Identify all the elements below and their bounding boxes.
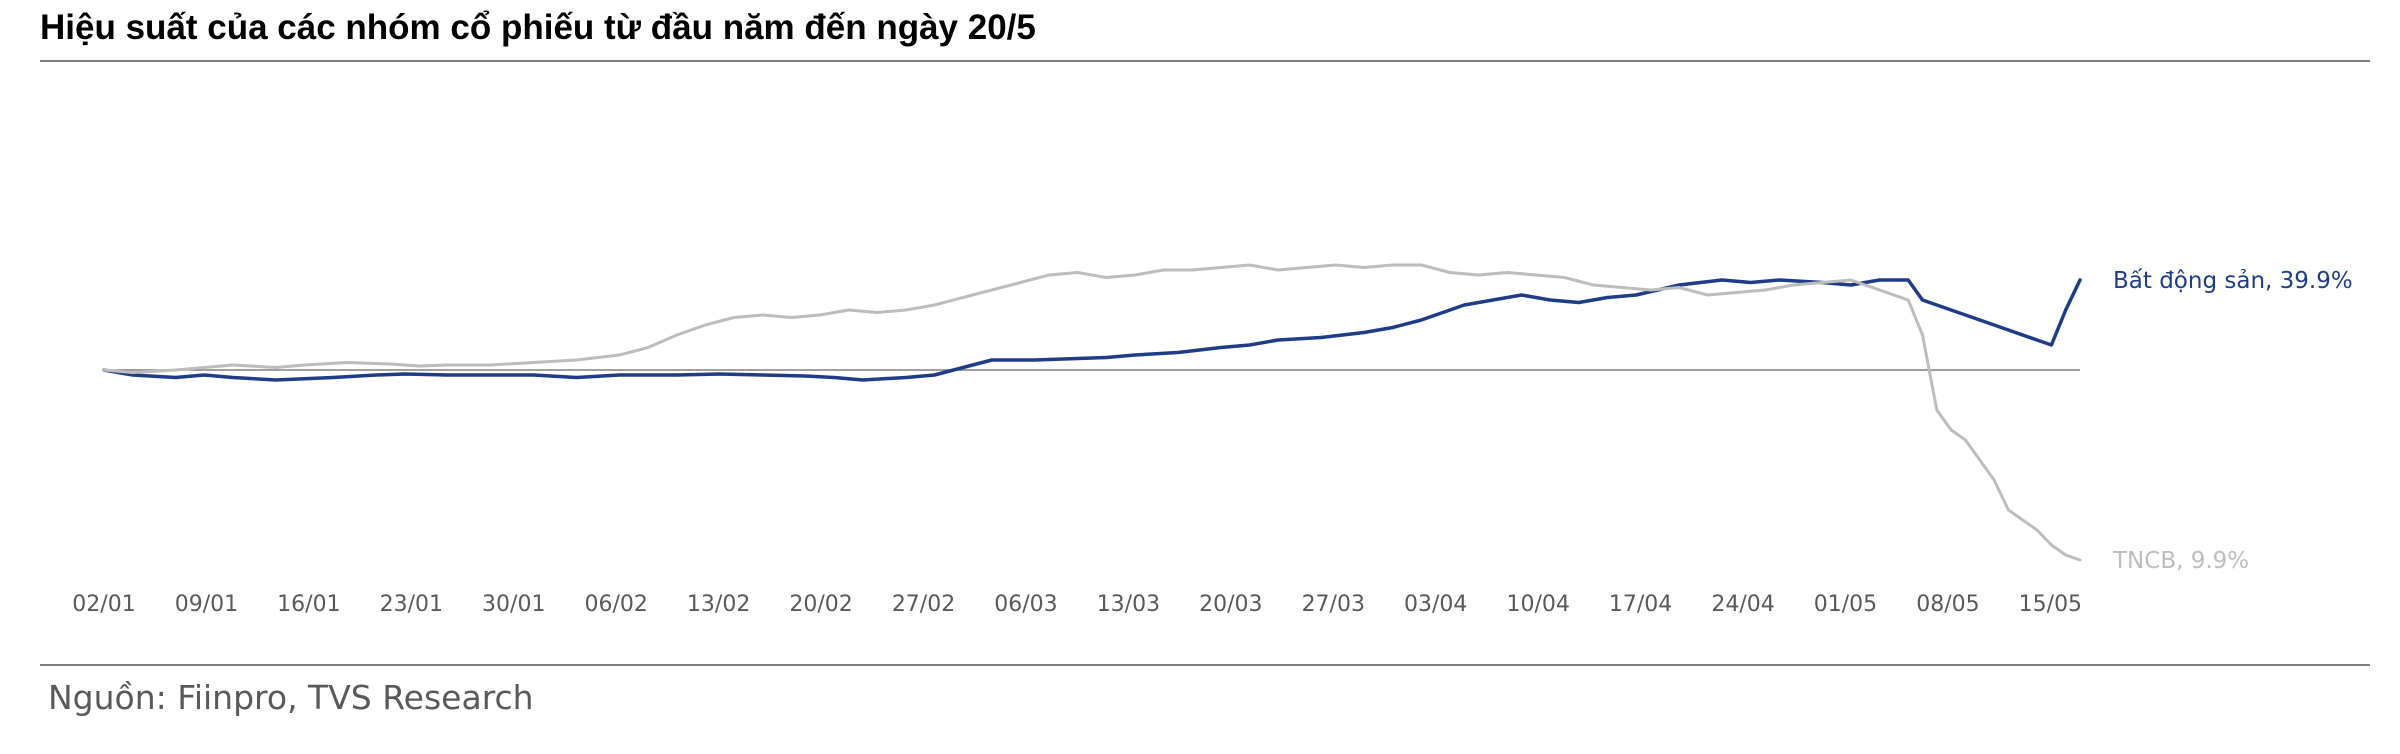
- x-tick-label: 20/03: [1199, 592, 1262, 617]
- x-tick-label: 06/02: [584, 592, 647, 617]
- x-tick-label: 08/05: [1916, 592, 1979, 617]
- line-chart: 02/01 09/01 16/01 23/01 30/01 06/02 13/02 20/02…: [72, 263, 2353, 617]
- x-tick-label: 16/01: [277, 592, 340, 617]
- x-tick-label: 24/04: [1711, 592, 1774, 617]
- series-line-0: [102, 278, 2082, 382]
- x-tick-label: 20/02: [789, 592, 852, 617]
- source-note: Nguồn: Fiinpro, TVS Research: [48, 678, 534, 717]
- x-tick-label: 27/03: [1302, 592, 1365, 617]
- x-tick-label: 09/01: [175, 592, 238, 617]
- x-tick-label: 06/03: [994, 592, 1057, 617]
- x-tick-label: 27/02: [892, 592, 955, 617]
- x-tick-label: 15/05: [2019, 592, 2082, 617]
- bottom-rule: [40, 664, 2370, 666]
- x-tick-label: 23/01: [380, 592, 443, 617]
- series-label-1: TNCB, 9.9%: [2112, 548, 2249, 574]
- x-tick-label: 17/04: [1609, 592, 1672, 617]
- top-rule: [40, 60, 2370, 62]
- x-tick-label: 03/04: [1404, 592, 1467, 617]
- chart-title: Hiệu suất của các nhóm cổ phiếu từ đầu n…: [40, 8, 1036, 47]
- x-tick-label: 13/02: [687, 592, 750, 617]
- x-tick-label: 10/04: [1506, 592, 1569, 617]
- series-line-1: [102, 263, 2082, 562]
- x-tick-label: 30/01: [482, 592, 545, 617]
- x-tick-label: 01/05: [1814, 592, 1877, 617]
- x-tick-label: 13/03: [1097, 592, 1160, 617]
- x-tick-label: 02/01: [72, 592, 135, 617]
- series-label-0: Bất động sản, 39.9%: [2113, 268, 2353, 294]
